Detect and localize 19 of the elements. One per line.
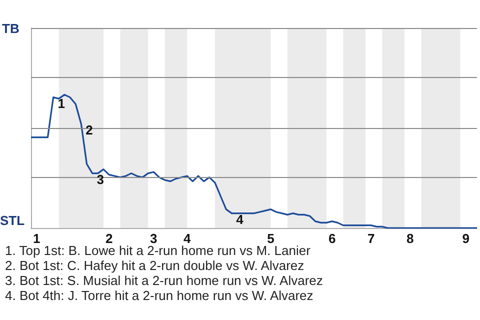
annotation: 3 bbox=[96, 172, 104, 187]
x-tick-label: 8 bbox=[406, 231, 414, 246]
text: STL bbox=[0, 213, 25, 228]
x-tick-label: 2 bbox=[105, 231, 113, 246]
x-tick-label: 3 bbox=[150, 231, 158, 246]
x-tick-label: 5 bbox=[267, 231, 274, 246]
x-tick-label: 6 bbox=[328, 231, 336, 246]
text: 3. Bot 1st: S. Musial hit a 2-run home run vs W. Alvarez bbox=[5, 273, 323, 288]
annotation: 2 bbox=[86, 122, 93, 138]
x-tick-label: 9 bbox=[462, 231, 470, 246]
x-tick-label: 7 bbox=[367, 231, 375, 246]
annotation: 1 bbox=[58, 96, 65, 111]
x-tick-label: 4 bbox=[183, 231, 192, 246]
text: TB bbox=[2, 21, 20, 36]
text: 2. Bot 1st: C. Hafey hit a 2-run double vs W. Alvarez bbox=[5, 258, 304, 273]
annotation: 4 bbox=[236, 212, 244, 227]
x-tick-label: 1 bbox=[32, 231, 40, 246]
text: 1. Top 1st: B. Lowe hit a 2-run home run vs M. Lanier bbox=[5, 243, 312, 258]
text: 4. Bot 4th: J. Torre hit a 2-run home run vs W. Alvarez bbox=[5, 288, 314, 303]
